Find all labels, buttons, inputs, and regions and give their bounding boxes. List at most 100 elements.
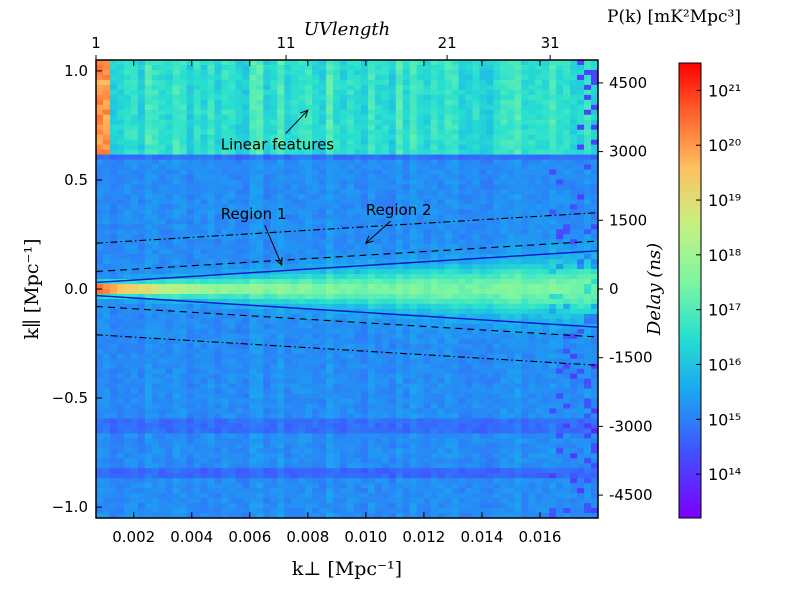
heatmap-cell bbox=[172, 468, 181, 474]
heatmap-cell bbox=[214, 453, 223, 459]
heatmap-cell bbox=[367, 303, 376, 310]
heatmap-cell bbox=[298, 343, 306, 350]
heatmap-cell bbox=[416, 169, 425, 176]
heatmap-cell bbox=[172, 333, 181, 340]
heatmap-cell bbox=[144, 134, 153, 141]
heatmap-cell bbox=[172, 209, 181, 215]
heatmap-cell bbox=[333, 249, 341, 255]
heatmap-cell bbox=[207, 144, 216, 151]
heatmap-cell bbox=[347, 204, 355, 210]
heatmap-cell bbox=[430, 119, 439, 126]
heatmap-cell bbox=[347, 383, 355, 390]
heatmap-cell bbox=[193, 264, 202, 270]
heatmap-cell bbox=[249, 403, 257, 410]
heatmap-cell bbox=[96, 293, 104, 300]
heatmap-cell bbox=[367, 403, 376, 410]
heatmap-cell bbox=[123, 298, 132, 305]
heatmap-cell bbox=[465, 293, 474, 300]
heatmap-cell bbox=[137, 169, 146, 176]
heatmap-cell bbox=[249, 388, 257, 395]
heatmap-cell bbox=[221, 373, 230, 380]
heatmap-cell bbox=[123, 323, 132, 330]
heatmap-cell bbox=[179, 159, 188, 166]
heatmap-cell bbox=[395, 124, 404, 131]
heatmap-cell bbox=[291, 64, 299, 71]
heatmap-cell bbox=[228, 323, 237, 330]
heatmap-cell bbox=[256, 199, 264, 205]
heatmap-cell bbox=[221, 428, 230, 434]
heatmap-cell bbox=[214, 423, 223, 429]
heatmap-cell bbox=[367, 284, 376, 290]
heatmap-cell bbox=[347, 388, 355, 395]
heatmap-cell bbox=[312, 328, 320, 335]
heatmap-cell bbox=[416, 328, 425, 335]
heatmap-cell bbox=[367, 249, 376, 255]
heatmap-cell bbox=[367, 338, 376, 345]
heatmap-cell bbox=[158, 214, 167, 220]
heatmap-cell bbox=[388, 274, 397, 280]
heatmap-cell bbox=[430, 194, 439, 200]
heatmap-cell bbox=[444, 159, 453, 166]
heatmap-cell bbox=[96, 343, 104, 350]
heatmap-cell bbox=[374, 64, 383, 71]
heatmap-cell bbox=[340, 348, 348, 355]
heatmap-cell bbox=[458, 99, 467, 106]
heatmap-cell bbox=[353, 174, 362, 181]
heatmap-cell bbox=[193, 279, 202, 285]
heatmap-cell bbox=[277, 388, 285, 395]
heatmap-cell bbox=[172, 74, 181, 81]
heatmap-cell bbox=[151, 488, 160, 494]
heatmap-cell bbox=[374, 99, 383, 106]
heatmap-cell bbox=[109, 109, 118, 116]
heatmap-cell bbox=[235, 84, 244, 91]
heatmap-cell bbox=[214, 473, 223, 479]
heatmap-cell bbox=[472, 179, 481, 186]
heatmap-cell bbox=[228, 423, 237, 429]
heatmap-cell bbox=[200, 463, 209, 469]
heatmap-cell bbox=[130, 393, 139, 400]
heatmap-cell bbox=[256, 433, 264, 439]
heatmap-cell bbox=[458, 408, 467, 415]
heatmap-cell bbox=[270, 423, 278, 429]
heatmap-cell bbox=[451, 383, 460, 390]
heatmap-cell bbox=[242, 164, 250, 171]
heatmap-cell bbox=[458, 453, 467, 459]
heatmap-cell bbox=[423, 323, 432, 330]
heatmap-cell bbox=[298, 60, 306, 66]
heatmap-cell bbox=[367, 159, 376, 166]
heatmap-cell bbox=[179, 363, 188, 370]
heatmap-cell bbox=[458, 303, 467, 310]
heatmap-cell bbox=[130, 289, 139, 295]
heatmap-cell bbox=[423, 129, 432, 136]
heatmap-cell bbox=[409, 169, 418, 176]
heatmap-cell bbox=[242, 333, 250, 340]
heatmap-cell bbox=[179, 318, 188, 325]
heatmap-cell bbox=[130, 453, 139, 459]
heatmap-cell bbox=[305, 269, 313, 275]
heatmap-cell bbox=[263, 508, 271, 514]
heatmap-cell bbox=[158, 114, 167, 121]
heatmap-cell bbox=[256, 189, 264, 196]
heatmap-cell bbox=[235, 333, 244, 340]
heatmap-cell bbox=[374, 274, 383, 280]
heatmap-cell bbox=[416, 423, 425, 429]
heatmap-cell bbox=[270, 264, 278, 270]
heatmap-cell bbox=[263, 388, 271, 395]
heatmap-cell bbox=[96, 478, 104, 484]
heatmap-cell bbox=[214, 403, 223, 410]
heatmap-cell bbox=[116, 358, 125, 365]
heatmap-cell bbox=[256, 408, 264, 415]
heatmap-cell bbox=[374, 139, 383, 146]
heatmap-cell bbox=[388, 438, 397, 444]
heatmap-cell bbox=[130, 249, 139, 255]
heatmap-cell bbox=[465, 279, 474, 285]
heatmap-cell bbox=[172, 224, 181, 230]
heatmap-cell bbox=[193, 184, 202, 191]
heatmap-cell bbox=[388, 408, 397, 415]
heatmap-cell bbox=[270, 219, 278, 225]
heatmap-cell bbox=[305, 303, 313, 310]
heatmap-cell bbox=[207, 164, 216, 171]
heatmap-cell bbox=[437, 458, 446, 464]
heatmap-cell bbox=[186, 89, 195, 96]
heatmap-cell bbox=[151, 338, 160, 345]
